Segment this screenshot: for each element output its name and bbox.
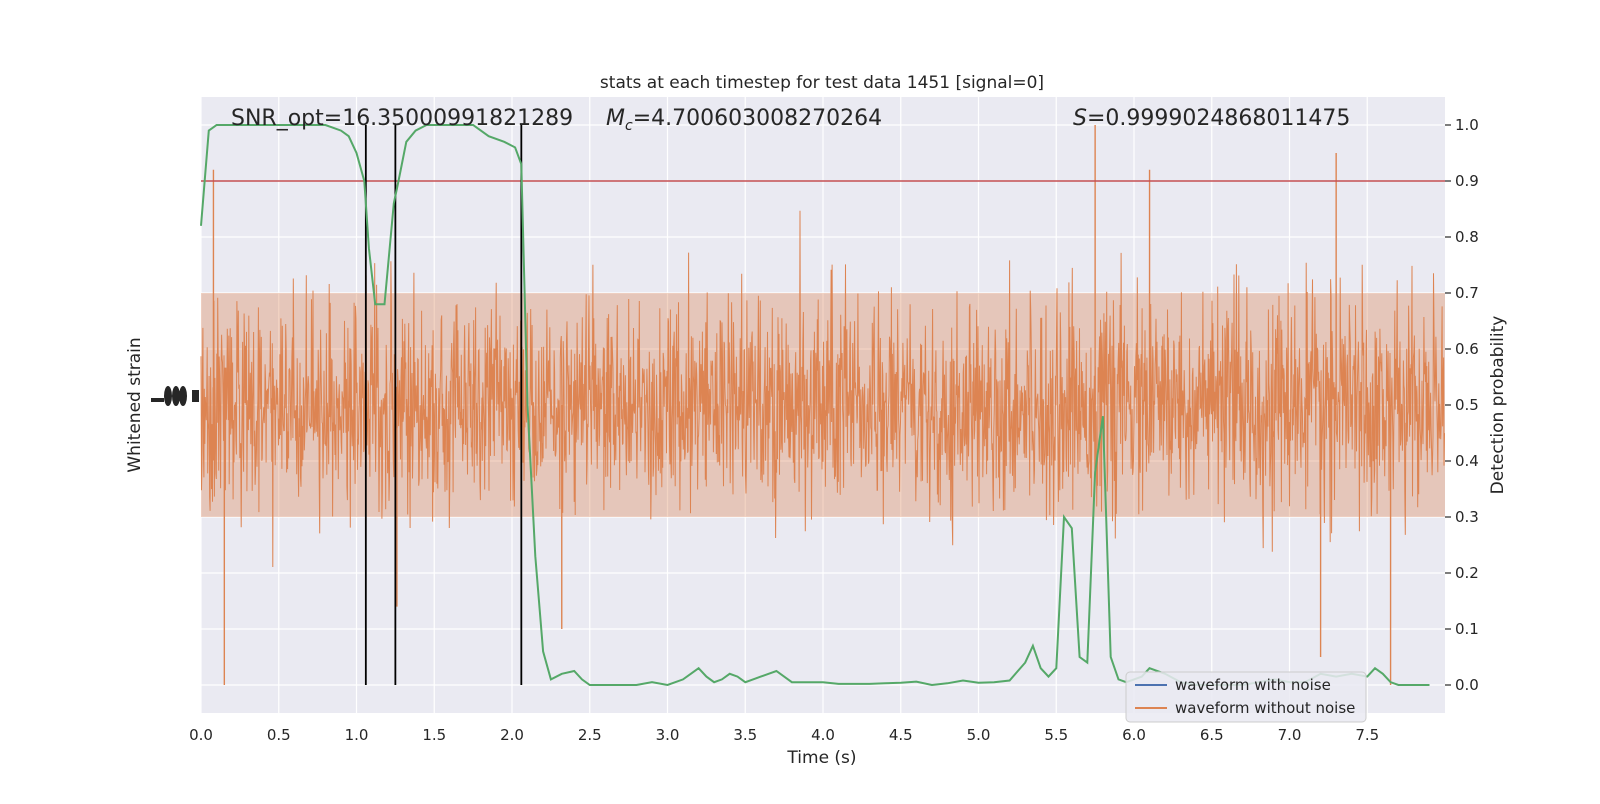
x-tick-label-5: 2.5 [578,726,602,744]
x-tick-label-11: 5.5 [1044,726,1068,744]
left-axis-tick-glyphs [151,386,199,406]
y-axis-label-right: Detection probability [1488,316,1508,495]
y-tick-label-4: 0.4 [1455,452,1479,470]
x-tick-label-13: 6.5 [1200,726,1224,744]
noise-waveform-path [200,210,1445,568]
chirp-mass-annotation: Mc=4.700603008270264 [606,106,882,134]
snr-annotation: SNR_opt=16.35000991821289 [231,106,573,131]
y-tick-label-7: 0.7 [1455,284,1479,302]
x-tick-label-2: 1.0 [345,726,369,744]
x-tick-label-4: 2.0 [500,726,524,744]
x-tick-label-15: 7.5 [1355,726,1379,744]
vertical-markers [364,125,523,685]
legend-label-with-noise: waveform with noise [1175,676,1331,694]
noise-waveform-core [201,293,1445,517]
y-tick-label-10: 1.0 [1455,116,1479,134]
legend: waveform with noise waveform without noi… [1125,671,1367,723]
chart-title: stats at each timestep for test data 145… [600,73,1044,93]
y-tick-label-0: 0.0 [1455,676,1479,694]
x-tick-label-3: 1.5 [422,726,446,744]
x-tick-label-7: 3.5 [733,726,757,744]
legend-box [1125,671,1367,723]
x-tick-label-0: 0.0 [189,726,213,744]
x-tick-label-8: 4.0 [811,726,835,744]
y-tick-label-2: 0.2 [1455,564,1479,582]
y-tick-label-9: 0.9 [1455,172,1479,190]
x-tick-label-1: 0.5 [267,726,291,744]
legend-label-without-noise: waveform without noise [1175,699,1355,717]
x-axis-ticks: 0.0 0.5 1.0 1.5 2.0 2.5 3.0 3.5 4.0 4.5 5.0 5.5 6.0 6… [189,726,1379,744]
x-tick-label-12: 6.0 [1122,726,1146,744]
y-tick-label-1: 0.1 [1455,620,1479,638]
y-tick-label-3: 0.3 [1455,508,1479,526]
y-tick-label-6: 0.6 [1455,340,1479,358]
x-tick-label-9: 4.5 [889,726,913,744]
series-waveform-without-noise [200,125,1445,685]
y-tick-label-5: 0.5 [1455,396,1479,414]
x-tick-label-6: 3.0 [656,726,680,744]
x-tick-label-10: 5.0 [967,726,991,744]
x-tick-label-14: 7.0 [1278,726,1302,744]
y-axis-ticks-right: 0.0 0.1 0.2 0.3 0.4 0.5 0.6 0.7 0.8 0.9 1.0 [1445,116,1479,694]
x-axis-label: Time (s) [786,748,856,768]
s-annotation: S=0.9999024868011475 [1073,106,1350,131]
y-axis-label-left: Whitened strain [125,337,145,472]
y-tick-label-8: 0.8 [1455,228,1479,246]
